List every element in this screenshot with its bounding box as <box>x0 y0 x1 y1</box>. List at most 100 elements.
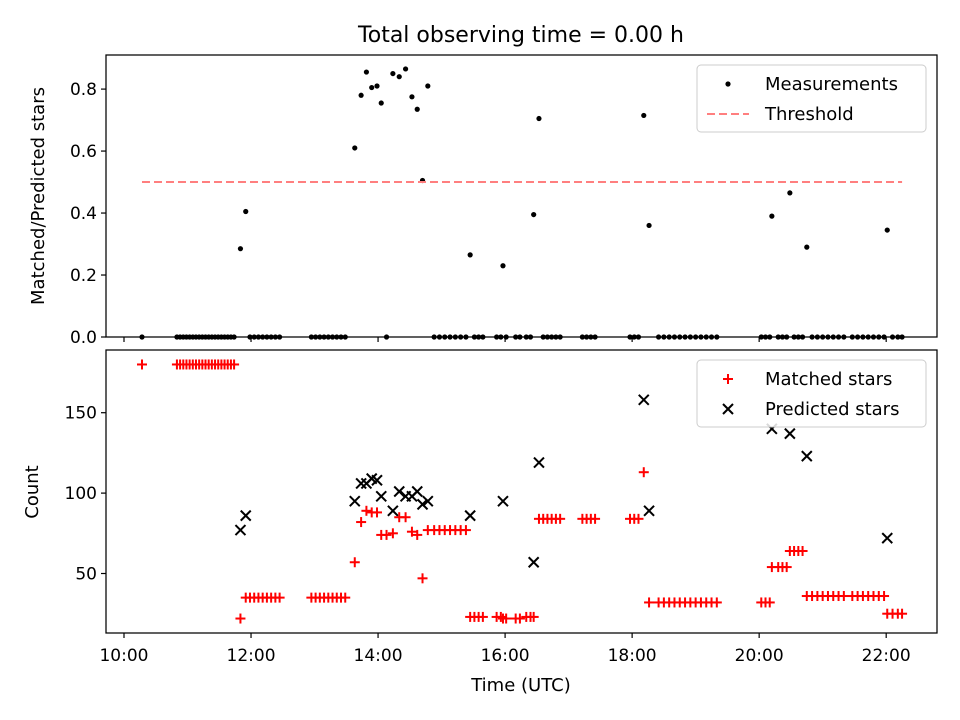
ratio-legend-label: Measurements <box>765 74 898 95</box>
count-legend: Matched stars Predicted stars <box>696 359 927 428</box>
predicted-stars-point-b <box>240 509 252 522</box>
measurement-point <box>787 190 793 196</box>
matched-stars-point <box>711 597 722 608</box>
measurement-point <box>425 83 431 89</box>
ratio-y-tick-label: 0.4 <box>70 204 97 224</box>
predicted-stars-point <box>393 485 405 498</box>
predicted-stars-point-b <box>533 456 545 469</box>
measurement-point <box>531 211 537 218</box>
predicted-stars-point <box>881 532 893 544</box>
matched-stars-point <box>495 611 506 622</box>
predicted-stars-point <box>240 509 252 522</box>
matched-stars-point <box>879 591 890 602</box>
count-panel: 50 100 150 10:00 12:00 14:00 16:00 18:00 20:00 2… <box>22 349 938 696</box>
predicted-stars-point <box>422 495 434 507</box>
matched-stars-point <box>136 359 147 370</box>
measurement-point <box>402 66 409 72</box>
matched-stars-point <box>477 611 488 622</box>
matched-stars-point <box>764 597 775 608</box>
ratio-y-tick-label: 0.6 <box>70 142 97 162</box>
predicted-stars-point-b <box>349 495 361 507</box>
matched-stars-point <box>781 562 792 573</box>
matched-stars-point <box>838 591 849 602</box>
measurement-point <box>396 74 402 80</box>
predicted-stars-point <box>416 498 429 511</box>
predicted-stars-point <box>371 474 383 486</box>
matched-stars-point <box>274 592 285 603</box>
predicted-stars-point-b <box>375 490 387 503</box>
matched-stars-point <box>412 529 423 540</box>
predicted-stars-point-b <box>643 505 655 517</box>
measurement-point <box>358 92 364 98</box>
predicted-stars-point-b <box>366 472 378 485</box>
measurement-point <box>363 69 370 75</box>
ratio-y-axis: 0.0 0.2 0.4 0.6 0.8 <box>70 80 106 348</box>
predicted-stars-point <box>784 427 796 440</box>
ratio-y-tick-label: 0.0 <box>70 328 97 348</box>
predicted-stars-point-b <box>784 427 796 440</box>
measurement-point <box>369 84 375 91</box>
predicted-stars-point-b <box>801 450 813 462</box>
count-x-axis: 10:00 12:00 14:00 16:00 18:00 20:00 22:00 <box>99 633 911 666</box>
predicted-stars-point <box>387 505 399 517</box>
measurement-point <box>390 70 396 77</box>
ratio-axes-frame <box>105 54 938 338</box>
count-legend-box <box>696 359 927 428</box>
chart-title: Total observing time = 0.00 h <box>357 23 684 48</box>
matched-stars-point <box>406 526 417 537</box>
count-legend-label: Matched stars <box>765 369 892 390</box>
predicted-stars-point-b <box>464 509 476 522</box>
matched-stars-point <box>387 528 398 539</box>
predicted-stars-point <box>801 450 813 462</box>
predicted-stars-point <box>638 394 650 406</box>
predicted-stars-point <box>411 485 423 498</box>
matched-stars-point <box>235 613 246 624</box>
predicted-stars-point-b <box>234 524 247 536</box>
predicted-stars-point-b <box>387 505 399 517</box>
predicted-stars-point <box>464 509 476 522</box>
predicted-stars-point <box>349 495 361 507</box>
matched-stars-point <box>555 513 566 524</box>
predicted-stars-point <box>643 505 655 517</box>
predicted-stars-point-b <box>638 394 650 406</box>
measurement-point <box>467 252 473 258</box>
matched-stars-point <box>590 513 601 524</box>
predicted-stars-point <box>375 490 387 503</box>
x-tick-label: 22:00 <box>862 646 911 666</box>
ratio-legend-label: Threshold <box>764 104 854 125</box>
ratio-x-axis <box>123 337 887 342</box>
x-tick-label: 18:00 <box>608 646 657 666</box>
matched-stars-point <box>349 557 360 568</box>
measurement-point <box>243 208 249 215</box>
ratio-y-tick-label: 0.2 <box>70 266 97 286</box>
matched-stars-point <box>372 507 383 518</box>
measurement-point <box>409 94 415 100</box>
predicted-stars-point <box>234 524 247 536</box>
matched-stars-point <box>400 512 411 523</box>
measurement-point <box>884 227 890 233</box>
count-plot-area <box>136 359 908 624</box>
x-axis-label: Time (UTC) <box>470 675 571 696</box>
count-y-axis-label: Count <box>22 465 43 518</box>
ratio-panel: 0.00.20.40.60.8 Matched/Predicted stars … <box>28 54 938 348</box>
legend-measurement-marker <box>725 81 731 87</box>
measurement-point <box>804 244 810 250</box>
matched-stars-point <box>340 592 351 603</box>
count-legend-label: Predicted stars <box>765 399 899 420</box>
matched-stars-point <box>229 359 240 370</box>
x-tick-label: 10:00 <box>99 646 148 666</box>
predicted-stars-point <box>533 456 545 469</box>
measurement-point <box>646 222 652 229</box>
x-tick-label: 16:00 <box>481 646 530 666</box>
predicted-stars-point-b <box>393 485 405 498</box>
measurement-point <box>500 263 506 269</box>
ratio-legend-box <box>696 64 927 133</box>
predicted-stars-point <box>497 495 509 507</box>
x-tick-label: 14:00 <box>354 646 403 666</box>
predicted-stars-point-b <box>881 532 893 544</box>
matched-stars-point <box>381 529 392 540</box>
measurement-point <box>237 246 244 252</box>
ratio-y-axis-label: Matched/Predicted stars <box>28 87 49 305</box>
matched-stars-point <box>514 613 525 624</box>
